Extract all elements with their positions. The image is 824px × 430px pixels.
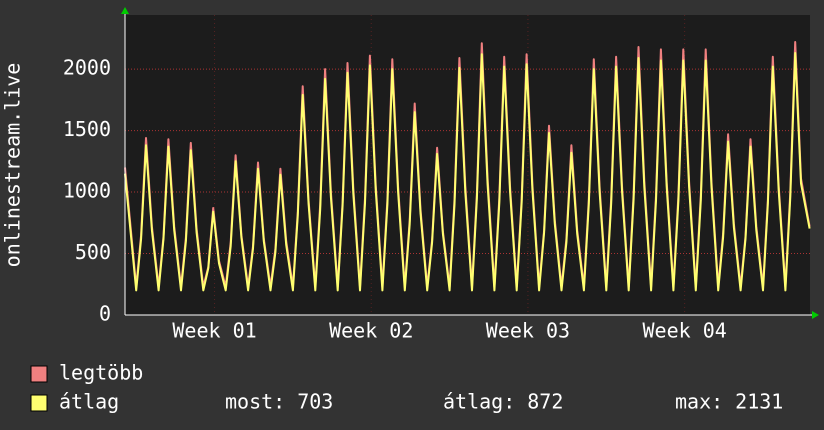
- x-tick-label: Week 01: [172, 319, 256, 343]
- y-tick-label: 0: [99, 302, 111, 326]
- stat-label: most:: [225, 390, 285, 414]
- y-axis-arrow: [121, 7, 129, 14]
- stat-value: 2131: [735, 390, 783, 414]
- x-tick-label: Week 03: [486, 319, 570, 343]
- y-tick-label: 500: [75, 240, 111, 264]
- y-tick-label: 1500: [63, 117, 111, 141]
- x-axis-arrow: [812, 311, 819, 319]
- series-line: [124, 52, 811, 292]
- y-tick-label: 2000: [63, 56, 111, 80]
- legend-swatch: [30, 365, 48, 383]
- stat-label: átlag:: [443, 390, 515, 414]
- plot-area: [125, 15, 810, 315]
- x-tick-label: Week 04: [642, 319, 726, 343]
- y-axis-label: onlinestream.live: [1, 63, 25, 268]
- stat-label: max:: [675, 390, 723, 414]
- x-tick-label: Week 02: [329, 319, 413, 343]
- stat-value: 872: [527, 390, 563, 414]
- stat-value: 703: [297, 390, 333, 414]
- legend-label: legtöbb: [59, 361, 143, 385]
- legend-label: átlag: [59, 390, 119, 414]
- legend-swatch: [30, 394, 48, 412]
- y-tick-label: 1000: [63, 179, 111, 203]
